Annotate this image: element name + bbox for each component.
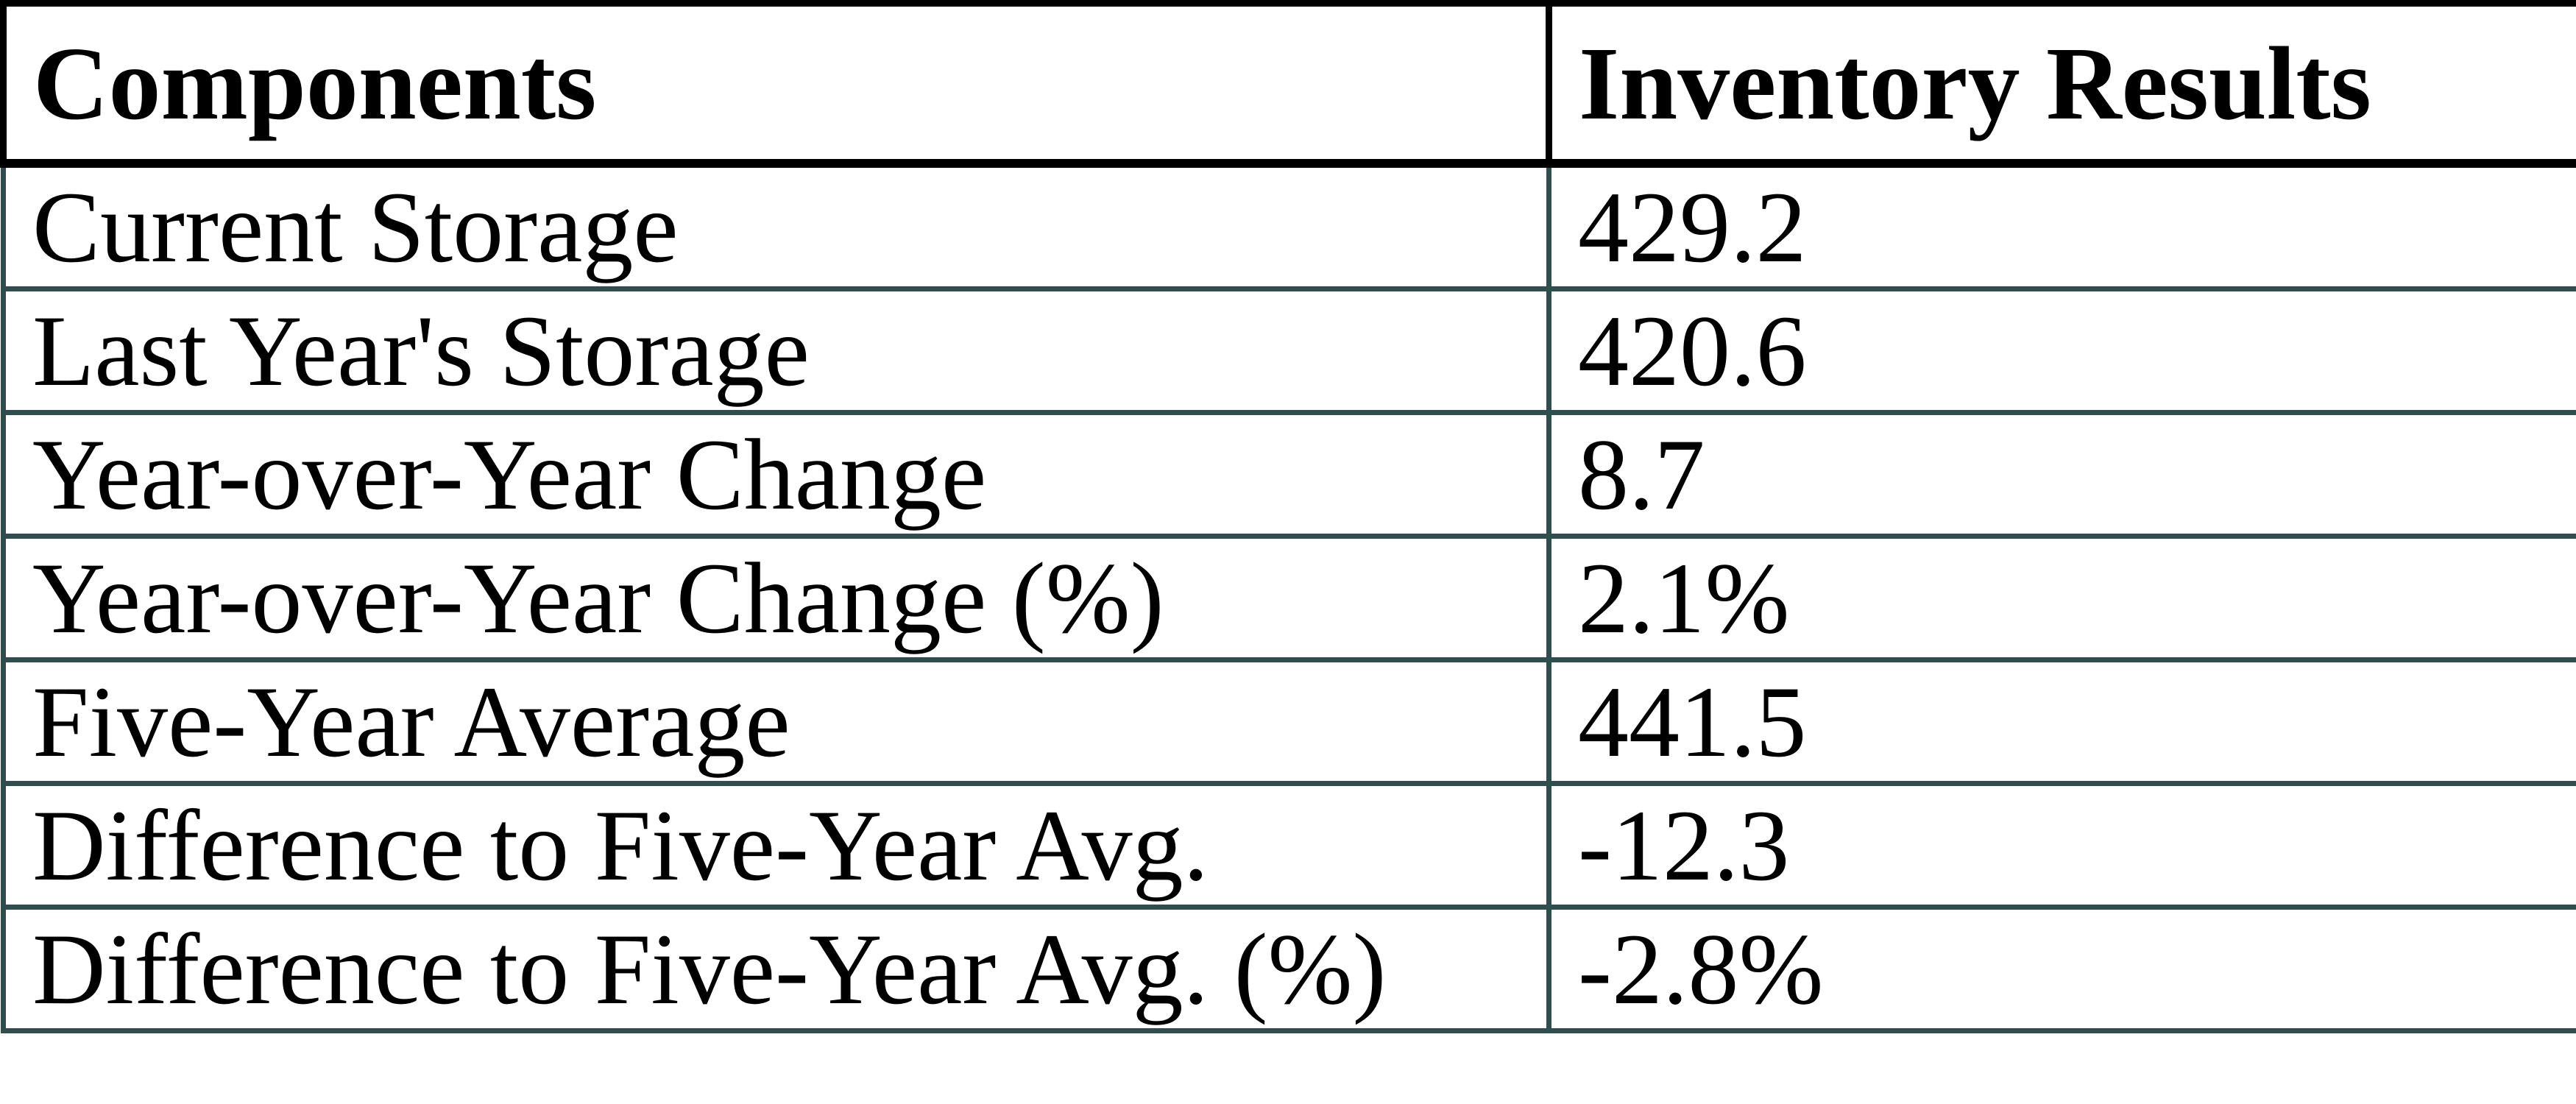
component-cell: Difference to Five-Year Avg.: [1, 781, 1551, 910]
header-row: Components Inventory Results: [0, 0, 2576, 168]
table-row: Year-over-Year Change (%) 2.1%: [1, 534, 2576, 662]
table-row: Year-over-Year Change 8.7: [1, 410, 2576, 539]
result-cell: 420.6: [1546, 286, 2576, 415]
component-cell: Last Year's Storage: [1, 286, 1551, 415]
column-header-components: Components: [0, 0, 1552, 168]
result-cell: -2.8%: [1546, 905, 2576, 1033]
component-cell: Five-Year Average: [1, 657, 1551, 786]
result-cell: 441.5: [1546, 657, 2576, 786]
result-cell: 2.1%: [1546, 534, 2576, 662]
component-cell: Year-over-Year Change: [1, 410, 1551, 539]
component-cell: Year-over-Year Change (%): [1, 534, 1551, 662]
table-row: Current Storage 429.2: [1, 160, 2576, 291]
result-cell: -12.3: [1546, 781, 2576, 910]
component-cell: Current Storage: [1, 160, 1551, 291]
result-cell: 429.2: [1546, 160, 2576, 291]
table-row: Five-Year Average 441.5: [1, 657, 2576, 786]
result-cell: 8.7: [1546, 410, 2576, 539]
component-cell: Difference to Five-Year Avg. (%): [1, 905, 1551, 1033]
table-row: Difference to Five-Year Avg. (%) -2.8%: [1, 905, 2576, 1033]
inventory-results-table: Components Inventory Results Current Sto…: [0, 0, 2576, 1033]
column-header-inventory-results: Inventory Results: [1546, 0, 2576, 168]
table-row: Difference to Five-Year Avg. -12.3: [1, 781, 2576, 910]
table-row: Last Year's Storage 420.6: [1, 286, 2576, 415]
